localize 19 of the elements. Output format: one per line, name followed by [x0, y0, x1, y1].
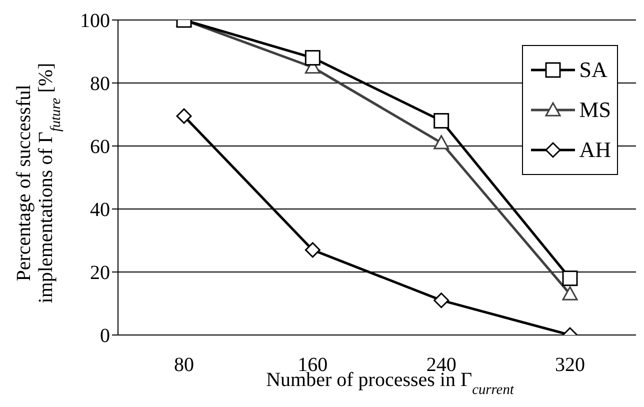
point	[562, 270, 578, 286]
point	[434, 113, 450, 129]
point	[176, 108, 192, 124]
y-tick-label: 0	[100, 325, 110, 348]
x-tick-label: 320	[555, 354, 585, 376]
point	[304, 242, 320, 258]
point	[304, 50, 320, 66]
y-tick-label: 20	[90, 262, 110, 284]
point	[562, 286, 578, 300]
legend-label: MS	[579, 97, 611, 123]
y-tick-label: 100	[80, 10, 110, 32]
y-tick-label: 40	[90, 199, 110, 222]
legend-label: SA	[579, 57, 608, 83]
y-tick-label: 80	[90, 73, 110, 96]
y-tick-label: 60	[90, 136, 110, 158]
point	[434, 292, 450, 308]
point	[434, 135, 450, 150]
x-tick-label: 80	[174, 354, 194, 376]
legend-label: AH	[579, 137, 611, 163]
